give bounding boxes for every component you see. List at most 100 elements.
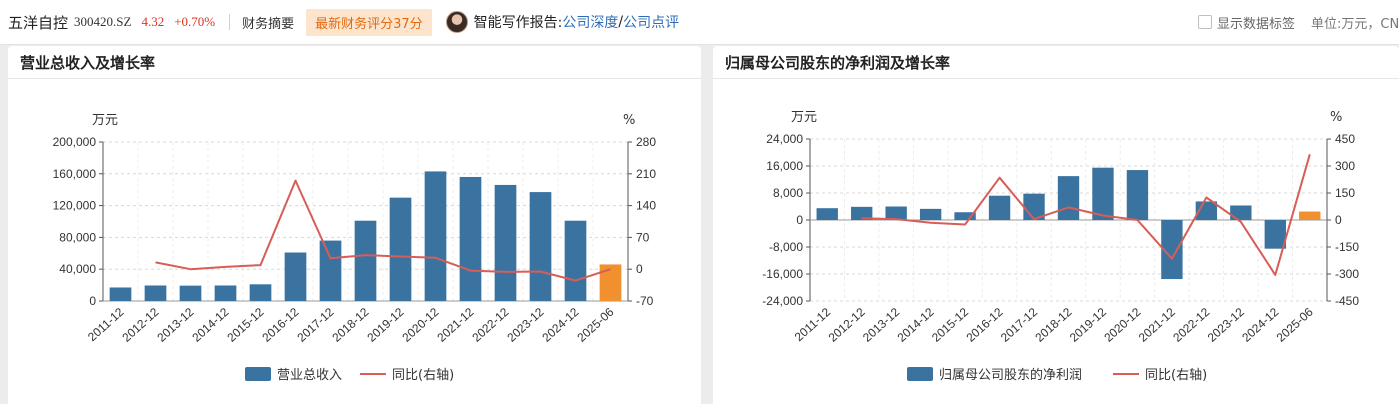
bar bbox=[1092, 167, 1114, 220]
bar bbox=[424, 171, 447, 301]
left-tick-label: 0 bbox=[89, 294, 96, 308]
x-tick-label: 2018-12 bbox=[329, 305, 371, 345]
stock-code: 300420.SZ bbox=[74, 14, 132, 29]
bar bbox=[1057, 176, 1080, 220]
left-unit-label: 万元 bbox=[92, 113, 118, 128]
x-tick-label: 2017-12 bbox=[294, 305, 336, 345]
x-tick-label: 2012-12 bbox=[826, 305, 868, 345]
bar bbox=[529, 192, 552, 301]
left-tick-label: 120,000 bbox=[53, 199, 97, 213]
right-unit-label: % bbox=[623, 113, 635, 128]
right-tick-label: 210 bbox=[636, 167, 656, 181]
right-tick-label: 0 bbox=[636, 262, 643, 276]
bar bbox=[179, 285, 202, 301]
left-tick-label: 200,000 bbox=[53, 135, 97, 149]
left-unit-label: 万元 bbox=[791, 110, 817, 125]
x-tick-label: 2016-12 bbox=[259, 305, 301, 345]
x-tick-label: 2020-12 bbox=[1101, 305, 1143, 345]
net-profit-chart-panel: 归属母公司股东的净利润及增长率 -24,000 -16,000 -8,000 0 8,0… bbox=[713, 46, 1399, 404]
stock-name: 五洋自控 bbox=[8, 13, 69, 32]
report-slash: / bbox=[618, 14, 624, 30]
chart-title: 营业总收入及增长率 bbox=[20, 53, 156, 72]
chart-title: 归属母公司股东的净利润及增长率 bbox=[725, 53, 951, 72]
left-tick-label: 80,000 bbox=[59, 230, 96, 244]
legend-bar-label: 营业总收入 bbox=[277, 368, 342, 383]
bar bbox=[954, 212, 976, 220]
price-change: +0.70% bbox=[174, 14, 216, 29]
x-tick-label: 2014-12 bbox=[189, 305, 231, 345]
company-review-link[interactable]: 公司点评 bbox=[623, 15, 680, 31]
x-tick-label: 2015-12 bbox=[929, 305, 971, 345]
bar bbox=[109, 287, 132, 301]
x-tick-label: 2018-12 bbox=[1032, 305, 1074, 345]
bar bbox=[1126, 170, 1149, 220]
avatar bbox=[445, 11, 468, 33]
x-tick-label: 2019-12 bbox=[364, 305, 406, 345]
bar bbox=[214, 285, 237, 301]
left-tick-label: 0 bbox=[796, 213, 803, 227]
x-tick-label: 2024-12 bbox=[539, 305, 581, 345]
x-tick-label: 2021-12 bbox=[1136, 305, 1178, 345]
right-tick-label: 70 bbox=[636, 230, 650, 244]
financial-score-badge[interactable]: 最新财务评分37分 bbox=[306, 8, 432, 36]
legend-bar-swatch bbox=[907, 367, 933, 381]
x-tick-label: 2019-12 bbox=[1067, 305, 1109, 345]
right-tick-label: 140 bbox=[636, 199, 656, 213]
revenue-chart-panel: 营业总收入及增长率 0 40,000 80,000 120,000 160,000 200… bbox=[8, 46, 701, 404]
x-tick-label: 2013-12 bbox=[860, 305, 902, 345]
right-tick-label: 150 bbox=[1335, 186, 1355, 200]
x-tick-label: 2015-12 bbox=[224, 305, 266, 345]
top-bar: 五洋自控 300420.SZ 4.32 +0.70% 财务摘要 最新财务评分37… bbox=[0, 0, 1399, 45]
bar bbox=[494, 184, 517, 301]
legend-bar-swatch bbox=[245, 367, 271, 381]
financial-summary-tab[interactable]: 财务摘要 bbox=[242, 16, 295, 32]
x-tick-label: 2020-12 bbox=[399, 305, 441, 345]
x-tick-label: 2012-12 bbox=[119, 305, 161, 345]
bar bbox=[564, 220, 587, 301]
x-tick-label: 2011-12 bbox=[85, 305, 127, 344]
left-tick-label: 24,000 bbox=[766, 132, 803, 146]
legend-line-label: 同比(右轴) bbox=[392, 368, 454, 383]
left-tick-label: -8,000 bbox=[769, 240, 803, 254]
x-tick-label: 2022-12 bbox=[1170, 305, 1212, 345]
bar bbox=[144, 285, 167, 301]
show-labels-label[interactable]: 显示数据标签 bbox=[1216, 16, 1295, 32]
x-tick-label: 2016-12 bbox=[963, 305, 1005, 345]
x-tick-label: 2025-06 bbox=[574, 305, 616, 345]
right-tick-label: 300 bbox=[1335, 159, 1355, 173]
yoy-line bbox=[155, 179, 611, 282]
divider bbox=[229, 14, 231, 30]
left-tick-label: 8,000 bbox=[773, 186, 803, 200]
x-tick-label: 2023-12 bbox=[1205, 305, 1247, 345]
right-tick-label: 450 bbox=[1335, 132, 1355, 146]
left-tick-label: 16,000 bbox=[766, 159, 803, 173]
bar bbox=[1264, 220, 1286, 249]
bar bbox=[1230, 205, 1252, 220]
bar bbox=[284, 252, 307, 301]
bar bbox=[599, 264, 622, 301]
right-tick-label: 0 bbox=[1335, 213, 1342, 227]
bar bbox=[919, 208, 942, 220]
legend-line-label: 同比(右轴) bbox=[1145, 368, 1207, 383]
left-tick-label: -24,000 bbox=[762, 294, 803, 308]
bar bbox=[851, 206, 873, 220]
x-tick-label: 2024-12 bbox=[1239, 305, 1281, 345]
x-tick-label: 2023-12 bbox=[504, 305, 546, 345]
bar bbox=[319, 240, 342, 301]
net-profit-chart: -24,000 -16,000 -8,000 0 8,000 16,000 24,000 -4… bbox=[762, 110, 1359, 383]
panel-header: 营业总收入及增长率 bbox=[8, 46, 701, 79]
show-labels-checkbox[interactable] bbox=[1197, 15, 1212, 29]
left-tick-label: -16,000 bbox=[762, 267, 803, 281]
unit-label: 单位:万元，CN bbox=[1311, 16, 1399, 32]
left-tick-label: 160,000 bbox=[53, 167, 97, 181]
x-tick-label: 2011-12 bbox=[792, 305, 834, 344]
legend-bar-label: 归属母公司股东的净利润 bbox=[939, 367, 1082, 383]
report-label: 智能写作报告: bbox=[473, 15, 563, 31]
bar bbox=[816, 208, 838, 220]
bar bbox=[354, 220, 377, 301]
stock-price: 4.32 bbox=[141, 14, 165, 29]
yoy-line bbox=[861, 154, 1311, 276]
bar bbox=[1299, 211, 1321, 220]
company-depth-link[interactable]: 公司深度 bbox=[562, 15, 619, 31]
right-tick-label: -150 bbox=[1335, 240, 1359, 254]
